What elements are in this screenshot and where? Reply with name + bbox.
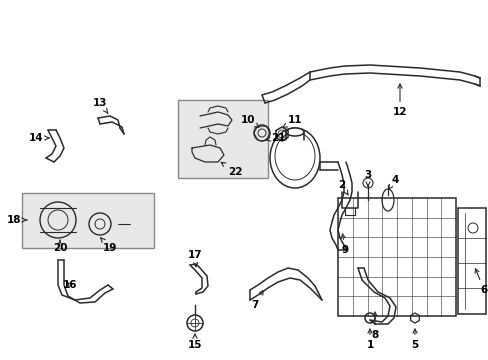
- Text: 20: 20: [53, 240, 67, 253]
- Bar: [457, 208, 485, 314]
- Ellipse shape: [274, 132, 314, 180]
- Text: 7: 7: [251, 291, 263, 310]
- Text: 12: 12: [392, 84, 407, 117]
- Text: 15: 15: [187, 334, 202, 350]
- Text: 10: 10: [240, 115, 259, 127]
- Bar: [337, 198, 455, 316]
- Text: 2: 2: [338, 180, 347, 195]
- Text: 5: 5: [410, 329, 418, 350]
- Text: 16: 16: [62, 280, 77, 290]
- Text: 9: 9: [341, 234, 348, 255]
- Text: 14: 14: [29, 133, 49, 143]
- Text: 19: 19: [101, 238, 117, 253]
- Text: 8: 8: [370, 312, 378, 340]
- Bar: [22, 193, 154, 248]
- Text: 21: 21: [264, 133, 285, 143]
- Ellipse shape: [285, 128, 304, 136]
- Text: 3: 3: [364, 170, 371, 186]
- Text: 18: 18: [7, 215, 27, 225]
- Text: 13: 13: [93, 98, 107, 113]
- Text: 4: 4: [388, 175, 398, 189]
- Text: 17: 17: [187, 250, 202, 267]
- Ellipse shape: [269, 128, 319, 188]
- Text: 22: 22: [221, 162, 242, 177]
- Bar: [178, 100, 267, 178]
- Text: 6: 6: [474, 269, 487, 295]
- Text: 11: 11: [282, 115, 302, 128]
- Text: 1: 1: [366, 329, 373, 350]
